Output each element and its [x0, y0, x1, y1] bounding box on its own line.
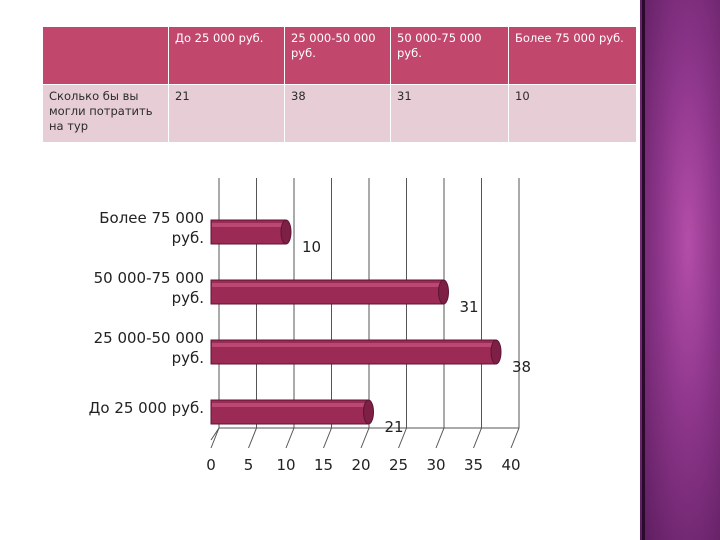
- tick-mark: [398, 427, 407, 449]
- y-category-label: 25 000-50 000: [94, 329, 204, 347]
- x-tick-label: 35: [464, 456, 483, 474]
- tick-mark: [510, 427, 520, 449]
- x-tick-label: 0: [206, 456, 216, 474]
- tick-mark: [285, 427, 295, 449]
- bar-highlight: [212, 223, 285, 227]
- x-tick-label: 15: [314, 456, 333, 474]
- tick-mark: [323, 427, 332, 449]
- tick-mark: [473, 427, 482, 449]
- table-cell: 38: [284, 84, 391, 143]
- bar-end-cap: [363, 399, 374, 425]
- bar-highlight: [212, 343, 495, 347]
- table-header-cell: 50 000-75 000 руб.: [390, 26, 509, 85]
- tick-mark: [248, 427, 257, 449]
- tick-mark: [360, 427, 370, 449]
- decorative-side-strip: [640, 0, 720, 540]
- y-category-label: Более 75 000: [99, 209, 204, 227]
- decorative-side-line: [642, 0, 645, 540]
- bar-highlight: [212, 283, 443, 287]
- y-category-label: руб.: [172, 229, 204, 247]
- tick-mark: [435, 427, 445, 449]
- bar-end-cap: [438, 279, 449, 305]
- y-category-label: руб.: [172, 349, 204, 367]
- x-tick-label: 20: [351, 456, 370, 474]
- data-table: До 25 000 руб. 25 000-50 000 руб. 50 000…: [42, 26, 637, 143]
- y-category-label: руб.: [172, 289, 204, 307]
- bar-highlight: [212, 403, 368, 407]
- x-tick-label: 5: [244, 456, 254, 474]
- table-row-label: Сколько бы вы могли потратить на тур: [42, 84, 169, 143]
- x-tick-label: 30: [426, 456, 445, 474]
- x-tick-label: 40: [501, 456, 520, 474]
- y-category-label: До 25 000 руб.: [89, 399, 204, 417]
- data-label: 21: [385, 418, 404, 436]
- y-category-label: 50 000-75 000: [94, 269, 204, 287]
- table-row: Сколько бы вы могли потратить на тур 21 …: [42, 84, 637, 143]
- table-cell: 21: [168, 84, 285, 143]
- table-cell: 10: [508, 84, 637, 143]
- table-header-row: До 25 000 руб. 25 000-50 000 руб. 50 000…: [42, 26, 637, 85]
- x-tick-label: 25: [389, 456, 408, 474]
- data-label: 38: [512, 358, 531, 376]
- data-label: 31: [460, 298, 479, 316]
- tick-mark: [210, 427, 220, 449]
- bar-end-cap: [490, 339, 502, 365]
- x-tick-label: 10: [276, 456, 295, 474]
- table-header-empty: [42, 26, 169, 85]
- data-label: 10: [302, 238, 321, 256]
- table-header-cell: 25 000-50 000 руб.: [284, 26, 391, 85]
- table-header-cell: До 25 000 руб.: [168, 26, 285, 85]
- table-cell: 31: [390, 84, 509, 143]
- bar-end-cap: [280, 219, 292, 245]
